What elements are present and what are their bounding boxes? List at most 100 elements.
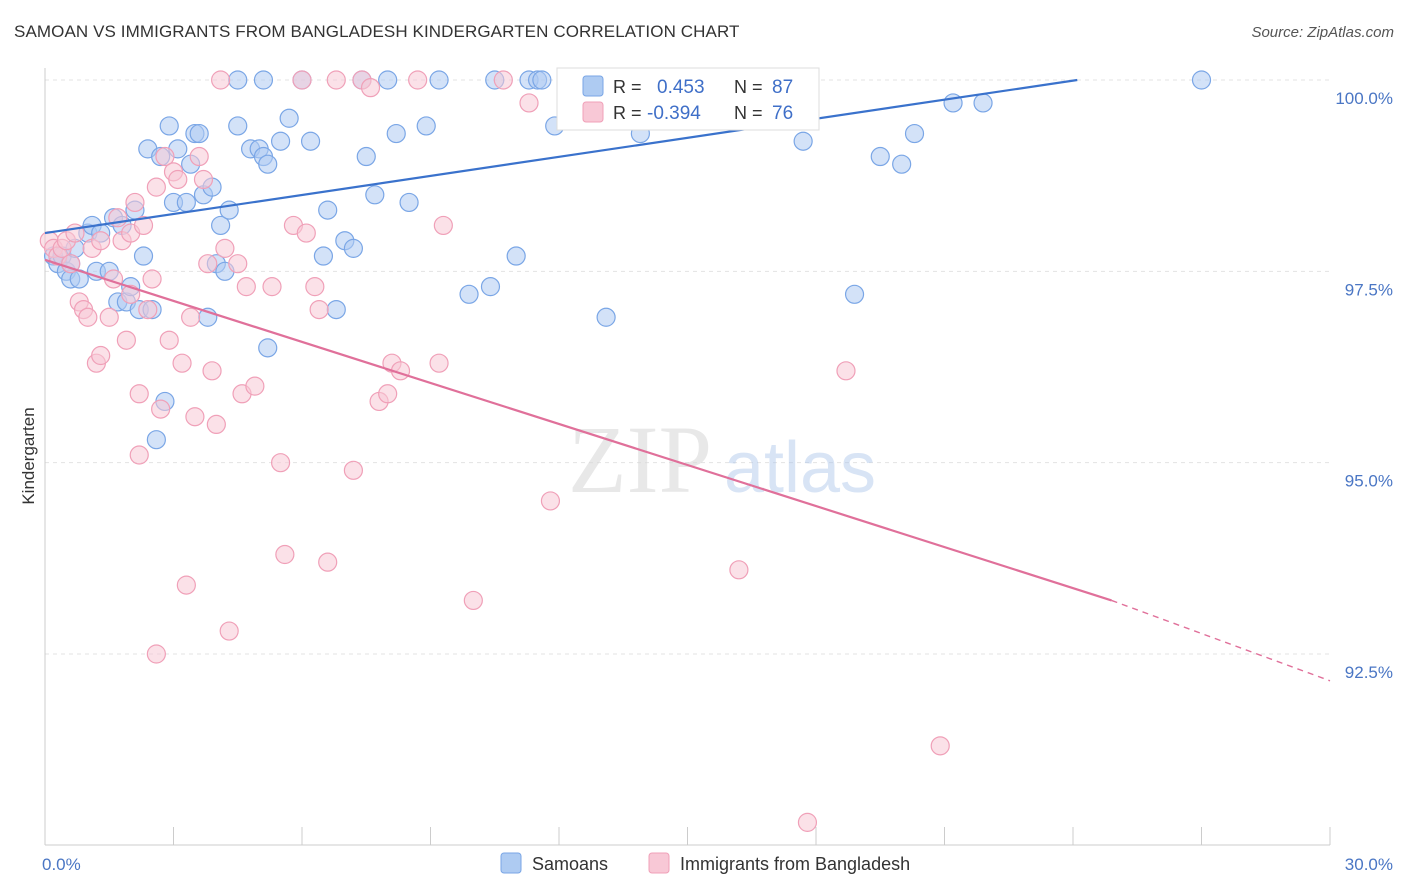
bangladesh-point-14 xyxy=(99,307,119,327)
samoans-point-29 xyxy=(176,192,196,213)
bangladesh-point-46 xyxy=(228,254,248,274)
bangladesh-point-27 xyxy=(146,644,166,664)
bangladesh-point-52 xyxy=(275,544,295,565)
bangladesh-point-36 xyxy=(181,307,201,327)
x-tick-label-1: 30.0% xyxy=(1345,855,1393,874)
samoans-point-84 xyxy=(892,154,912,174)
samoans-point-87 xyxy=(973,93,993,113)
samoans-point-53 xyxy=(318,200,338,220)
samoans-point-37 xyxy=(211,215,231,236)
bangladesh-point-60 xyxy=(343,460,363,480)
samoans-point-56 xyxy=(343,238,363,258)
samoans-point-88 xyxy=(1191,70,1212,90)
bangladesh-point-21 xyxy=(125,192,145,213)
bangladesh-point-48 xyxy=(236,277,256,297)
bangladesh-point-57 xyxy=(309,300,329,320)
bangladesh-point-13 xyxy=(91,345,111,366)
y-tick-label-3: 92.5% xyxy=(1345,663,1393,682)
bangladesh-point-70 xyxy=(463,590,483,611)
bangladesh-point-41 xyxy=(202,361,222,381)
bangladesh-point-75 xyxy=(836,361,856,381)
samoans-point-60 xyxy=(378,70,398,90)
bangladesh-point-64 xyxy=(378,384,398,404)
bangladesh-point-56 xyxy=(305,277,325,297)
bangladesh-point-18 xyxy=(116,330,136,350)
samoans-point-49 xyxy=(279,108,299,128)
bangladesh-point-5 xyxy=(61,254,81,274)
samoans-point-59 xyxy=(365,185,385,205)
bangladesh-point-31 xyxy=(159,330,179,350)
legend-swatch-samoans-bottom xyxy=(500,852,522,874)
samoans-point-83 xyxy=(870,146,890,167)
bangladesh-point-59 xyxy=(326,70,346,90)
x-tick-label-0: 0.0% xyxy=(42,855,81,874)
legend-r-value-1: 0.453 xyxy=(657,77,705,98)
bangladesh-point-72 xyxy=(519,93,539,113)
samoans-point-68 xyxy=(506,246,526,266)
bangladesh-point-44 xyxy=(215,238,235,258)
axes xyxy=(44,68,1331,846)
samoans-point-47 xyxy=(258,338,278,358)
y-axis-label: Kindergarten xyxy=(19,407,38,504)
samoans-point-64 xyxy=(429,70,449,90)
samoans-point-81 xyxy=(793,131,813,151)
samoans-point-41 xyxy=(228,70,248,90)
samoans-point-52 xyxy=(313,246,334,266)
bangladesh-point-39 xyxy=(193,169,214,190)
bangladesh-point-35 xyxy=(176,575,196,595)
samoans-point-23 xyxy=(146,430,166,450)
bangladesh-point-12 xyxy=(91,231,111,251)
bangladesh-point-9 xyxy=(78,307,98,327)
legend-swatch-samoans xyxy=(582,75,604,97)
bangladesh-point-50 xyxy=(262,277,282,297)
trend-lines xyxy=(44,78,1331,682)
bangladesh-point-54 xyxy=(292,70,312,90)
bangladesh-point-77 xyxy=(797,812,818,832)
legend-bangladesh: Immigrants from Bangladesh xyxy=(680,854,910,874)
legend-swatch-bangladesh xyxy=(582,101,604,123)
bangladesh-trend-extension xyxy=(1111,599,1331,682)
legend-r-label-1: R = xyxy=(613,77,642,97)
bangladesh-point-55 xyxy=(296,223,316,243)
samoans-point-46 xyxy=(258,154,278,174)
watermark-atlas: atlas xyxy=(724,428,876,508)
tick-labels: 100.0% 97.5% 95.0% 92.5% 0.0% 30.0% xyxy=(42,89,1393,874)
samoans-point-48 xyxy=(270,131,291,151)
legend-samoans: Samoans xyxy=(532,854,608,874)
bangladesh-point-43 xyxy=(211,70,231,90)
bangladesh-point-33 xyxy=(168,169,188,190)
samoans-point-62 xyxy=(399,192,419,213)
bangladesh-point-42 xyxy=(206,414,226,434)
legend-n-value-2: 76 xyxy=(772,103,793,124)
samoans-point-76 xyxy=(596,307,616,327)
bangladesh-point-23 xyxy=(129,384,149,404)
bangladesh-point-38 xyxy=(189,146,209,167)
samoans-point-71 xyxy=(532,70,552,90)
bangladesh-point-68 xyxy=(429,353,449,373)
samoans-point-61 xyxy=(386,123,406,144)
series-legend: Samoans Immigrants from Bangladesh xyxy=(500,852,910,874)
bangladesh-point-37 xyxy=(185,407,205,427)
bangladesh-point-76 xyxy=(930,736,950,756)
legend-r-label-2: R = xyxy=(613,103,642,123)
bangladesh-point-58 xyxy=(318,552,338,572)
samoans-point-40 xyxy=(228,116,248,136)
bangladesh-point-74 xyxy=(729,560,749,580)
bangladesh-point-71 xyxy=(493,70,513,90)
bangladesh-point-28 xyxy=(146,177,166,197)
samoans-point-82 xyxy=(844,284,865,304)
legend-swatch-bangladesh-bottom xyxy=(648,852,670,874)
y-tick-label-0: 100.0% xyxy=(1335,89,1393,108)
bangladesh-point-25 xyxy=(138,300,158,320)
samoans-trend-line xyxy=(44,78,1078,235)
samoans-point-51 xyxy=(300,131,321,151)
samoans-point-45 xyxy=(253,70,274,90)
correlation-legend: R = 0.453 N = 87 R = -0.394 N = 76 xyxy=(556,67,820,131)
legend-n-label-2: N = xyxy=(734,103,763,123)
bangladesh-point-34 xyxy=(172,353,192,373)
bangladesh-point-49 xyxy=(245,376,265,396)
bangladesh-point-29 xyxy=(151,399,171,419)
samoans-point-54 xyxy=(326,300,346,320)
bangladesh-point-73 xyxy=(540,491,561,511)
